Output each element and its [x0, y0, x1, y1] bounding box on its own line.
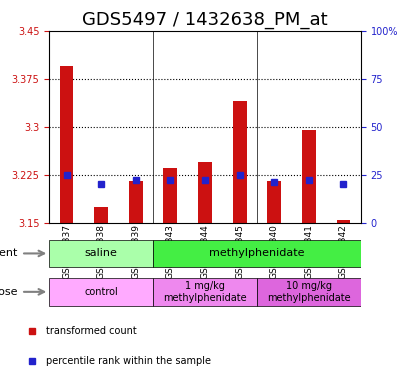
FancyBboxPatch shape: [256, 278, 360, 306]
Text: 1 mg/kg
methylphenidate: 1 mg/kg methylphenidate: [163, 281, 246, 303]
FancyBboxPatch shape: [153, 278, 256, 306]
Bar: [59, 66, 73, 223]
Text: saline: saline: [85, 248, 117, 258]
FancyBboxPatch shape: [49, 278, 153, 306]
Text: percentile rank within the sample: percentile rank within the sample: [46, 356, 211, 366]
Bar: [198, 162, 211, 223]
Bar: [267, 181, 281, 223]
Text: dose: dose: [0, 287, 18, 297]
Bar: [336, 220, 350, 223]
Bar: [301, 130, 315, 223]
Text: transformed count: transformed count: [46, 326, 137, 336]
FancyBboxPatch shape: [153, 240, 360, 267]
Text: control: control: [84, 287, 118, 297]
FancyBboxPatch shape: [49, 240, 153, 267]
Bar: [163, 168, 177, 223]
Text: 10 mg/kg
methylphenidate: 10 mg/kg methylphenidate: [266, 281, 350, 303]
Text: methylphenidate: methylphenidate: [209, 248, 304, 258]
Text: agent: agent: [0, 248, 18, 258]
Bar: [94, 207, 108, 223]
Title: GDS5497 / 1432638_PM_at: GDS5497 / 1432638_PM_at: [82, 12, 327, 30]
Bar: [232, 101, 246, 223]
Bar: [128, 181, 142, 223]
